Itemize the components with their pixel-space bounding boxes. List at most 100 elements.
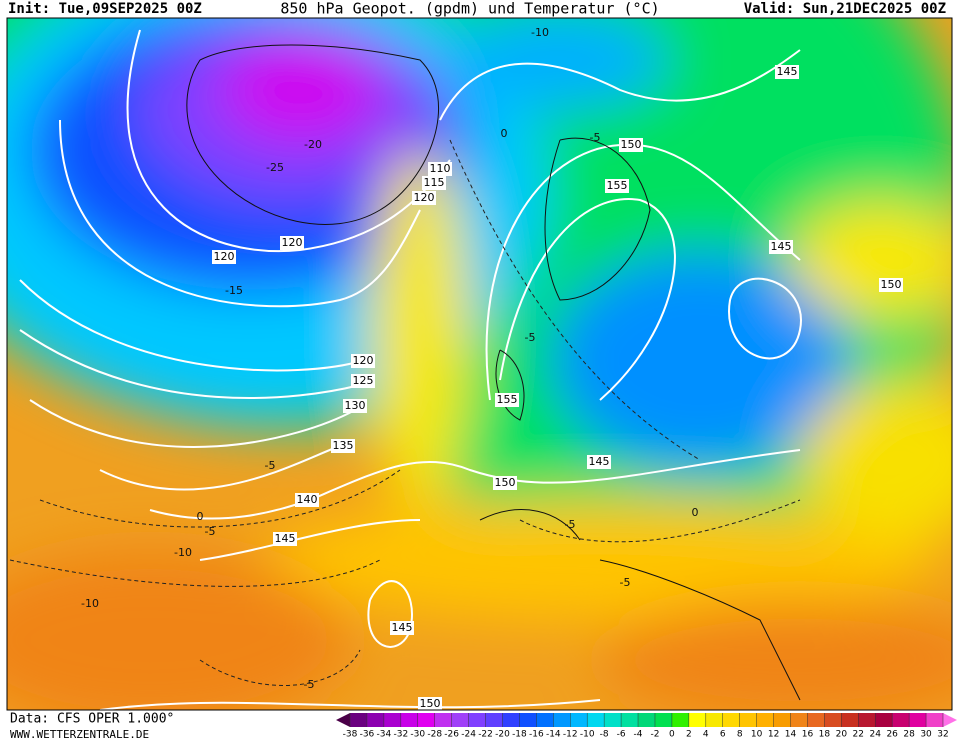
geopotential-label: 135 [333,439,354,452]
colorbar-tick-label: 0 [669,730,675,740]
geopotential-label-box [280,236,304,250]
temperature-label: 0 [692,506,699,519]
geopotential-label-box [587,455,611,469]
colorbar-swatch [417,713,436,727]
geopotential-label: 125 [353,374,374,387]
colorbar-swatch [570,713,588,727]
website: WWW.WETTERZENTRALE.DE [10,728,149,741]
colorbar-tick-label: 2 [686,730,692,740]
temperature-label: -5 [565,518,576,531]
temperature-label: 0 [197,510,204,523]
colorbar-swatch [909,713,927,727]
colorbar-tick-label: -12 [563,730,578,740]
colorbar-swatch [468,713,487,727]
geopotential-label: 120 [282,236,303,249]
colorbar-tick-label: -32 [393,730,408,740]
geopotential-label-box [212,250,236,264]
colorbar-tick-label: 22 [853,730,864,740]
colorbar-tick-label: 8 [737,730,743,740]
geopotential-label-box [769,240,793,254]
temperature-label: -5 [304,678,315,691]
geopotential-label: 155 [497,393,518,406]
init-time: Init: Tue,09SEP2025 00Z [8,1,202,17]
geopotential-label-box [775,65,799,79]
geopotential-label-box [273,532,297,546]
temperature-contours [9,139,801,686]
geopotential-label-box [390,621,414,635]
colorbar-high-end [943,713,957,727]
colorbar-tick-label: 20 [836,730,848,740]
geopotential-label-box [495,393,519,407]
geopotential-label-box [418,697,442,710]
colorbar-tick-label: 4 [703,730,709,740]
colorbar-swatch [875,713,893,727]
colorbar-tick-label: -22 [478,730,493,740]
colorbar-tick-label: 6 [720,730,726,740]
colorbar-swatch [824,713,842,727]
geopotential-label: 150 [495,476,516,489]
geopotential-label: 145 [589,455,610,468]
temperature-label: -20 [304,138,322,151]
colorbar-tick-label: 28 [903,730,915,740]
map-title: 850 hPa Geopot. (gpdm) und Temperatur (°… [280,0,659,18]
colorbar-swatch [807,713,825,727]
geopotential-label-box [343,399,367,413]
colorbar-tick-label: 32 [937,730,948,740]
colorbar-tick-label: -16 [529,730,544,740]
temperature-label: -5 [620,576,631,589]
geopotential-label: 115 [424,176,445,189]
colorbar-swatch [621,713,639,727]
colorbar-swatch [926,713,944,727]
geopotential-label-box [619,138,643,152]
geopotential-label-box [351,354,375,368]
temperature-label: -5 [265,459,276,472]
temperature-label: 0 [501,127,508,140]
colorbar-tick-label: 26 [886,730,898,740]
geopotential-label: 145 [392,621,413,634]
colorbar-swatch [366,713,385,727]
temperature-label: -10 [174,546,192,559]
geopotential-label-box [605,179,629,193]
colorbar-swatch [892,713,910,727]
colorbar-tick-label: -4 [634,730,643,740]
colorbar-tick-label: -10 [580,730,595,740]
colorbar-swatch [705,713,724,727]
colorbar-tick-label: 24 [870,730,882,740]
colorbar-swatch [688,713,707,727]
data-source: Data: CFS OPER 1.000° [10,712,174,727]
colorbar-swatch [400,713,419,727]
temperature-label: -15 [225,284,243,297]
geopotential-label-box [428,162,452,176]
geopotential-label-box [295,493,319,507]
temperature-label: -10 [81,597,99,610]
geopotential-label: 130 [345,399,366,412]
colorbar-swatch [773,713,792,727]
colorbar-swatch [638,713,656,727]
colorbar-tick-label: 30 [920,730,932,740]
colorbar-tick-label: -28 [427,730,442,740]
colorbar-tick-label: 16 [802,730,814,740]
geopotential-label-box [412,191,436,205]
colorbar-tick-label: 14 [785,730,797,740]
colorbar-swatch [739,713,758,727]
colorbar-tick-label: -8 [600,730,609,740]
colorbar-tick-label: -18 [512,730,527,740]
colorbar-tick-label: -36 [360,730,375,740]
colorbar-tick-label: 18 [819,730,831,740]
colorbar-swatch [604,713,622,727]
colorbar-swatch [485,713,503,727]
geopotential-label: 145 [275,532,296,545]
geopotential-label: 145 [777,65,798,78]
colorbar-tick-label: -30 [410,730,425,740]
temperature-label-layer: -10-5-20-25-15-50-50-5-10-10-5-50-5 [81,26,698,691]
colorbar-swatch [587,713,605,727]
colorbar-tick-label: 10 [751,730,763,740]
geopotential-label-box [879,278,903,292]
geopotential-label-box [351,374,375,388]
geopotential-label: 150 [420,697,441,710]
geopotential-label: 150 [621,138,642,151]
colorbar-swatch [841,713,859,727]
